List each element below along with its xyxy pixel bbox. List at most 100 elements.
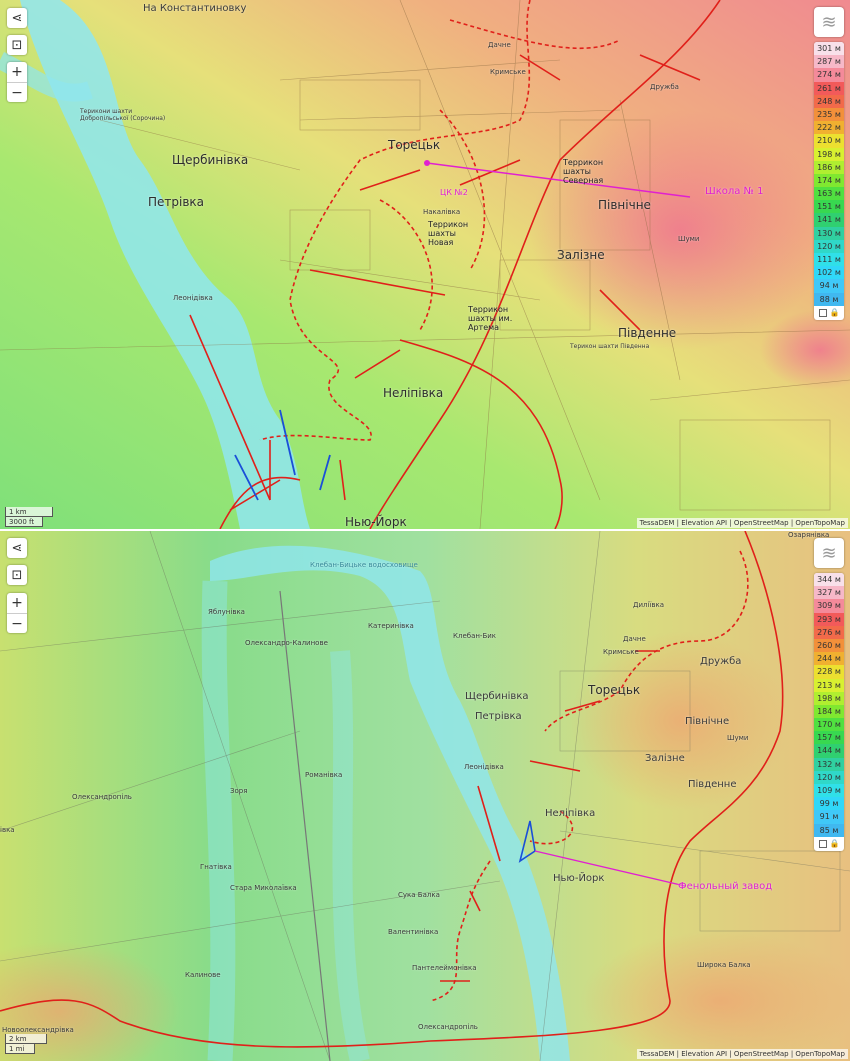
label-pivnichne: Північне <box>598 198 651 212</box>
locate-button[interactable]: ⊡ <box>7 35 27 55</box>
label-panteleimonivka: Пантелеймонівка <box>412 964 477 972</box>
label-petrivka: Петрівка <box>475 711 522 722</box>
share-button[interactable]: ⋖ <box>7 538 27 558</box>
scale-metric: 1 km <box>5 507 53 517</box>
legend-entry: 157 м <box>814 731 844 745</box>
label-shumy: Шуми <box>727 734 749 742</box>
label-shyroka-balka: Широка Балка <box>697 961 751 969</box>
map-panel-bottom[interactable]: Озарянівка Клебан-Бицьке водосховище Кле… <box>0 531 850 1061</box>
zoom-in-button[interactable]: + <box>11 64 23 80</box>
map-panel-top[interactable]: На Константиновку Торецьк Щербинівка Пет… <box>0 0 850 529</box>
label-pivdenne: Південне <box>688 779 737 790</box>
legend-entry: 293 м <box>814 612 844 626</box>
label-pivdenne: Південне <box>618 326 677 340</box>
locate-icon: ⊡ <box>11 37 23 53</box>
label-phenol-plant: Фенольный завод <box>678 881 773 892</box>
legend-entry: 109 м <box>814 784 844 798</box>
label-oleksandropil: Олександропіль <box>72 793 132 801</box>
label-dachne: Дачне <box>488 41 511 49</box>
legend-entry: 163 м <box>814 187 844 201</box>
locate-button[interactable]: ⊡ <box>7 565 27 585</box>
checkbox[interactable] <box>818 839 827 848</box>
zoom-in-button[interactable]: + <box>11 595 23 611</box>
legend-entry: 213 м <box>814 678 844 692</box>
attribution[interactable]: TessaDEM | Elevation API | OpenStreetMap… <box>636 1049 848 1059</box>
attribution[interactable]: TessaDEM | Elevation API | OpenStreetMap… <box>636 518 848 528</box>
legend-entry: 141 м <box>814 213 844 227</box>
legend-entry: 120 м <box>814 770 844 784</box>
legend-entry: 244 м <box>814 652 844 666</box>
zoom-control: + − <box>7 62 27 102</box>
label-school-1: Школа № 1 <box>705 186 764 197</box>
scale-bar: 1 km 3000 ft <box>5 507 53 527</box>
legend-entry: 228 м <box>814 665 844 679</box>
label-leonidivka: Леонідівка <box>173 294 213 302</box>
label-terr-dobr: Терикони шахти Добропільської (Сорочина) <box>80 108 166 122</box>
legend-entry: 88 м <box>814 292 844 306</box>
scale-metric: 2 km <box>5 1034 47 1044</box>
elevation-legend-bottom: 344 м 327 м 309 м 293 м 276 м 260 м 244 м 228 м… <box>814 573 844 851</box>
legend-entry: 186 м <box>814 160 844 174</box>
label-toretsk: Торецьк <box>388 138 441 152</box>
legend-entry: 210 м <box>814 134 844 148</box>
label-zalizne: Залізне <box>557 248 605 262</box>
legend-entry: 287 м <box>814 55 844 69</box>
legend-entry: 174 м <box>814 173 844 188</box>
locate-icon: ⊡ <box>11 567 23 583</box>
label-stara-mykolaivka: Стара Миколаївка <box>230 884 297 892</box>
share-button[interactable]: ⋖ <box>7 8 27 28</box>
legend-entry: 132 м <box>814 757 844 771</box>
scale-bar: 2 km 1 mi <box>5 1034 47 1054</box>
zoom-out-button[interactable]: − <box>7 613 27 633</box>
label-terr-north: Террикон шахты Северная <box>563 158 604 185</box>
label-new-york: Нью-Йорк <box>345 515 407 529</box>
label-kalynove: Калинове <box>185 971 221 979</box>
scale-imperial: 3000 ft <box>5 517 43 527</box>
legend-entry: 261 м <box>814 81 844 95</box>
layers-button[interactable]: ≋ <box>814 7 844 37</box>
legend-entry: 94 м <box>814 279 844 293</box>
label-krymske: Кримське <box>603 648 639 656</box>
layers-icon: ≋ <box>821 542 837 564</box>
legend-entry: 151 м <box>814 200 844 214</box>
label-yablunivka: Яблунівка <box>208 608 245 616</box>
layers-icon: ≋ <box>821 11 837 33</box>
lock-icon[interactable]: 🔒 <box>829 308 840 318</box>
label-terr-artem: Террикон шахты им. Артема <box>468 305 513 332</box>
legend-entry: 170 м <box>814 718 844 732</box>
legend-entry: 309 м <box>814 599 844 613</box>
legend-entry: 274 м <box>814 68 844 82</box>
label-shcherbynivka: Щербинівка <box>172 153 249 167</box>
zoom-out-button[interactable]: − <box>7 82 27 102</box>
legend-entry: 102 м <box>814 266 844 280</box>
share-icon: ⋖ <box>11 540 23 556</box>
label-pivnichne: Північне <box>685 716 730 727</box>
legend-entry: 85 м <box>814 823 844 837</box>
label-terr-new: Террикон шахты Новая <box>428 220 469 247</box>
legend-entry: 120 м <box>814 239 844 253</box>
label-oleksandropil-2: Олександропіль <box>418 1023 478 1031</box>
legend-footer: 🔒 <box>814 306 844 320</box>
legend-entry: 327 м <box>814 586 844 600</box>
label-ozarianivka: Озарянівка <box>788 531 830 539</box>
label-nelipivka: Неліпівка <box>545 808 596 819</box>
legend-footer: 🔒 <box>814 837 844 851</box>
elevation-legend-top: 301 м 287 м 274 м 261 м 248 м 235 м 222 м 210 м… <box>814 42 844 320</box>
label-zorya: Зоря <box>230 787 248 795</box>
label-dachne: Дачне <box>623 635 646 643</box>
label-nakalivka: Накалівка <box>423 208 461 216</box>
legend-entry: 99 м <box>814 797 844 811</box>
label-kleban-reservoir: Клебан-Бицьке водосховище <box>310 561 418 569</box>
label-nelipivka: Неліпівка <box>383 386 444 400</box>
label-suka-balka: Сука Балка <box>398 891 440 899</box>
label-kleban-byk: Клебан-Бик <box>453 632 497 640</box>
legend-entry: 130 м <box>814 226 844 240</box>
legend-entry: 301 м <box>814 42 844 56</box>
label-zalizne: Залізне <box>645 753 685 764</box>
layers-button[interactable]: ≋ <box>814 538 844 568</box>
legend-entry: 184 м <box>814 704 844 719</box>
label-dyliivka: Диліївка <box>633 601 665 609</box>
lock-icon[interactable]: 🔒 <box>829 839 840 849</box>
checkbox[interactable] <box>818 308 827 317</box>
legend-entry: 248 м <box>814 94 844 108</box>
